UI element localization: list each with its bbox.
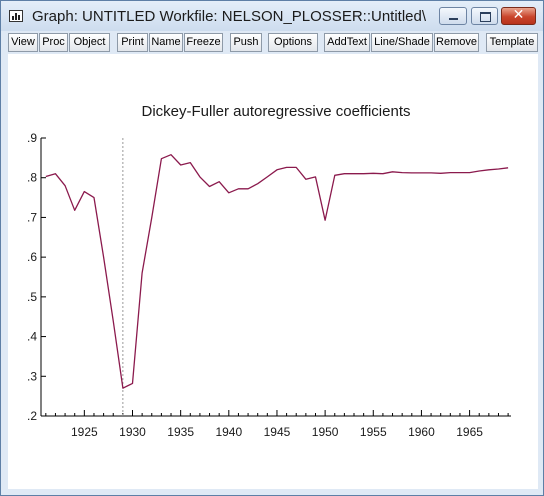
y-tick-label: .2	[27, 409, 37, 423]
x-tick-label: 1935	[167, 425, 194, 439]
window-title: Graph: UNTITLED Workfile: NELSON_PLOSSER…	[32, 8, 427, 25]
line-shade-button[interactable]: Line/Shade	[371, 33, 433, 52]
view-button[interactable]: View	[8, 33, 38, 52]
template-button[interactable]: Template	[486, 33, 538, 52]
graph-toolbar: View Proc Object Print Name Freeze Push …	[8, 33, 538, 52]
minimize-icon	[449, 18, 458, 20]
addtext-button[interactable]: AddText	[324, 33, 370, 52]
object-button[interactable]: Object	[69, 33, 110, 52]
y-tick-label: .8	[27, 171, 37, 185]
x-tick-label: 1940	[215, 425, 242, 439]
close-button[interactable]: ✕	[501, 7, 536, 25]
graph-window-icon[interactable]	[9, 10, 23, 22]
x-tick-label: 1955	[360, 425, 387, 439]
graph-canvas[interactable]: Dickey-Fuller autoregressive coefficient…	[8, 54, 538, 489]
name-button[interactable]: Name	[149, 33, 183, 52]
maximize-icon	[480, 12, 491, 22]
x-tick-label: 1930	[119, 425, 146, 439]
y-tick-label: .9	[27, 131, 37, 145]
minimize-button[interactable]	[439, 7, 467, 25]
remove-button[interactable]: Remove	[434, 33, 479, 52]
title-bar[interactable]: Graph: UNTITLED Workfile: NELSON_PLOSSER…	[1, 1, 543, 31]
x-tick-label: 1960	[408, 425, 435, 439]
close-icon: ✕	[512, 7, 525, 23]
y-tick-label: .7	[27, 210, 37, 224]
y-tick-label: .3	[27, 369, 37, 383]
y-tick-label: .4	[27, 330, 37, 344]
print-button[interactable]: Print	[117, 33, 148, 52]
chart-title: Dickey-Fuller autoregressive coefficient…	[142, 103, 411, 120]
push-button[interactable]: Push	[230, 33, 262, 52]
x-tick-label: 1945	[264, 425, 291, 439]
series-line	[45, 154, 509, 389]
x-tick-label: 1950	[312, 425, 339, 439]
y-tick-label: .6	[27, 250, 37, 264]
proc-button[interactable]: Proc	[39, 33, 68, 52]
x-tick-label: 1965	[456, 425, 483, 439]
options-button[interactable]: Options	[268, 33, 318, 52]
line-chart: Dickey-Fuller autoregressive coefficient…	[27, 103, 511, 439]
x-tick-label: 1925	[71, 425, 98, 439]
y-tick-label: .5	[27, 290, 37, 304]
freeze-button[interactable]: Freeze	[184, 33, 223, 52]
maximize-button[interactable]	[471, 7, 498, 25]
